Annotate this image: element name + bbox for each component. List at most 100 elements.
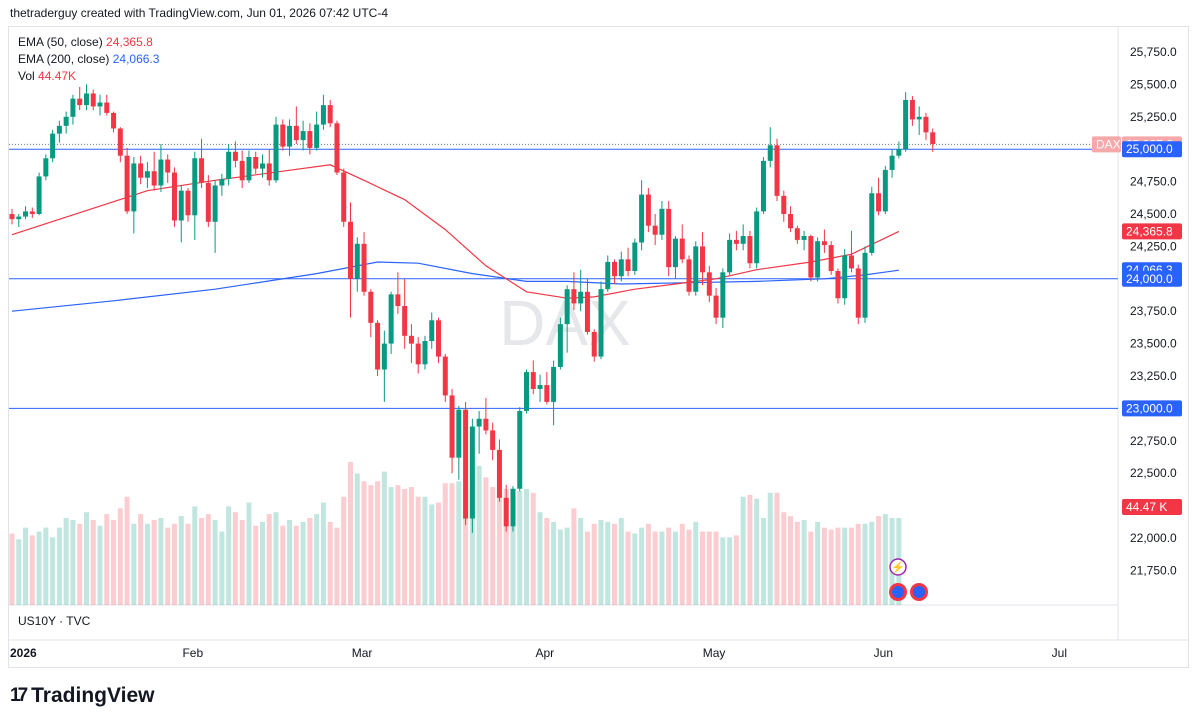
- candle[interactable]: [639, 180, 645, 251]
- candle[interactable]: [754, 207, 760, 269]
- candle[interactable]: [869, 186, 875, 256]
- candle[interactable]: [361, 232, 367, 296]
- candle[interactable]: [144, 162, 150, 189]
- candle[interactable]: [510, 486, 516, 532]
- candle[interactable]: [517, 407, 523, 492]
- candle[interactable]: [605, 255, 611, 292]
- candle[interactable]: [287, 119, 293, 156]
- candle[interactable]: [111, 111, 117, 133]
- candle[interactable]: [903, 92, 909, 152]
- candle[interactable]: [551, 360, 557, 426]
- candle[interactable]: [612, 259, 618, 284]
- candle[interactable]: [212, 180, 218, 253]
- candle[interactable]: [124, 147, 130, 214]
- candle[interactable]: [801, 230, 807, 251]
- candle[interactable]: [788, 206, 794, 233]
- candle[interactable]: [591, 329, 597, 362]
- candle[interactable]: [314, 111, 320, 151]
- candle[interactable]: [720, 268, 726, 329]
- candle[interactable]: [842, 248, 848, 305]
- candle[interactable]: [334, 120, 340, 176]
- candle[interactable]: [463, 401, 469, 526]
- candle[interactable]: [469, 418, 475, 533]
- candle[interactable]: [923, 112, 929, 141]
- candle[interactable]: [171, 167, 177, 227]
- candle[interactable]: [381, 330, 387, 402]
- candle[interactable]: [449, 388, 455, 474]
- candle[interactable]: [429, 312, 435, 349]
- candle[interactable]: [747, 230, 753, 269]
- candle[interactable]: [625, 247, 631, 277]
- candle[interactable]: [882, 166, 888, 214]
- candle[interactable]: [239, 150, 245, 189]
- candle[interactable]: [524, 369, 530, 414]
- candle[interactable]: [131, 156, 137, 234]
- candle[interactable]: [544, 372, 550, 405]
- candle[interactable]: [70, 94, 76, 125]
- candle[interactable]: [930, 128, 936, 152]
- candle[interactable]: [916, 106, 922, 135]
- candle[interactable]: [83, 84, 89, 111]
- candle[interactable]: [632, 238, 638, 275]
- candle[interactable]: [645, 188, 651, 233]
- candle[interactable]: [740, 224, 746, 251]
- candle[interactable]: [564, 285, 570, 353]
- candle[interactable]: [341, 168, 347, 227]
- candle[interactable]: [77, 86, 83, 111]
- candle[interactable]: [408, 324, 414, 364]
- candle[interactable]: [862, 246, 868, 323]
- candle[interactable]: [50, 129, 56, 163]
- candle[interactable]: [97, 94, 103, 116]
- candle[interactable]: [530, 360, 536, 395]
- legend-ema50[interactable]: EMA (50, close) 24,365.8: [18, 34, 159, 51]
- candle[interactable]: [598, 281, 604, 360]
- candle[interactable]: [909, 96, 915, 126]
- candle[interactable]: [578, 269, 584, 312]
- candle[interactable]: [388, 291, 394, 354]
- candle[interactable]: [16, 214, 22, 227]
- candle[interactable]: [436, 317, 442, 364]
- candle[interactable]: [415, 337, 421, 374]
- tradingview-brand[interactable]: 17 TradingView: [10, 684, 154, 708]
- candle[interactable]: [727, 233, 733, 275]
- candle[interactable]: [117, 127, 123, 163]
- candle[interactable]: [876, 177, 882, 216]
- candle[interactable]: [205, 175, 211, 227]
- legend-ema200[interactable]: EMA (200, close) 24,066.3: [18, 51, 159, 68]
- candle[interactable]: [713, 287, 719, 325]
- candle[interactable]: [36, 172, 42, 216]
- candle[interactable]: [584, 278, 590, 335]
- candles[interactable]: [9, 84, 936, 533]
- candle[interactable]: [253, 151, 259, 174]
- candle[interactable]: [672, 236, 678, 279]
- candle[interactable]: [571, 272, 577, 310]
- candle[interactable]: [29, 207, 35, 218]
- candle[interactable]: [402, 278, 408, 349]
- candle[interactable]: [659, 201, 665, 240]
- candle[interactable]: [266, 149, 272, 186]
- candle[interactable]: [280, 119, 286, 151]
- candle[interactable]: [835, 268, 841, 304]
- candle[interactable]: [855, 264, 861, 325]
- candle[interactable]: [767, 127, 773, 168]
- candle[interactable]: [693, 241, 699, 296]
- candle[interactable]: [456, 405, 462, 480]
- candle[interactable]: [307, 123, 313, 155]
- price-axis[interactable]: 25,750.0 25,500.0 25,250.0 24,750.0 24,500.0…: [1130, 45, 1177, 577]
- candle[interactable]: [246, 150, 252, 183]
- candle[interactable]: [320, 94, 326, 130]
- candle[interactable]: [104, 94, 110, 116]
- candle[interactable]: [760, 156, 766, 214]
- candle[interactable]: [476, 410, 482, 454]
- candle[interactable]: [686, 255, 692, 296]
- candle[interactable]: [422, 335, 428, 370]
- time-axis[interactable]: 2026 Feb Mar Apr May Jun Jul: [10, 646, 1067, 660]
- subpane-symbol-label[interactable]: US10Y · TVC: [18, 614, 91, 628]
- candle[interactable]: [442, 353, 448, 402]
- candle[interactable]: [199, 138, 205, 189]
- candle[interactable]: [300, 120, 306, 151]
- candle[interactable]: [178, 185, 184, 243]
- candle[interactable]: [273, 116, 279, 183]
- candle[interactable]: [138, 155, 144, 185]
- candle[interactable]: [23, 206, 29, 220]
